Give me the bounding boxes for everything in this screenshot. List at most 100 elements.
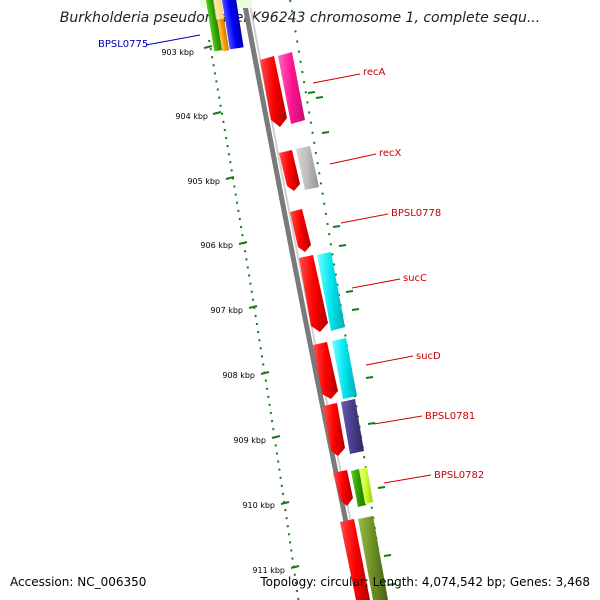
track-dot <box>313 141 316 145</box>
track-tick <box>365 376 374 379</box>
track-dot <box>227 152 231 156</box>
gene-label-succ[interactable]: sucC <box>403 273 427 284</box>
track-dot <box>210 55 214 59</box>
track-tick <box>345 290 354 293</box>
leader-bpsl0782 <box>383 474 432 484</box>
track-dot <box>294 30 297 33</box>
gene-block-sucd[interactable] <box>313 338 357 399</box>
leader-recx <box>329 153 377 165</box>
track-dot <box>295 40 299 43</box>
gene-block-recx[interactable] <box>279 146 319 191</box>
track-dot <box>314 151 318 155</box>
track-dot <box>297 50 301 53</box>
track-dot <box>220 112 224 116</box>
track-dot <box>316 161 319 165</box>
track-dot <box>324 212 328 216</box>
track-dot <box>269 411 273 415</box>
track-dot <box>222 120 225 124</box>
gene-block-succ[interactable] <box>299 252 345 332</box>
track-dot <box>301 70 304 74</box>
track-dot <box>251 298 255 302</box>
track-dot <box>290 9 294 13</box>
kbp-label-906: 906 kbp <box>200 241 233 250</box>
leader-sucd <box>365 355 414 366</box>
track-dot <box>254 314 257 318</box>
track-dot <box>288 541 292 544</box>
track-dot <box>250 290 253 293</box>
track-dot <box>230 169 233 172</box>
gene-label-bpsl0781[interactable]: BPSL0781 <box>425 411 475 422</box>
track-dot <box>226 144 229 148</box>
track-dot <box>362 455 366 459</box>
track-dot <box>278 468 281 471</box>
gene-label-bpsl0778[interactable]: BPSL0778 <box>391 208 441 219</box>
track-dot <box>270 419 274 423</box>
leader-reca <box>312 73 361 84</box>
leader-bpsl0775 <box>145 34 201 46</box>
track-dot <box>286 524 289 528</box>
track-dot <box>233 185 236 188</box>
gene-label-sucd[interactable]: sucD <box>416 351 441 362</box>
track-dot <box>237 209 240 213</box>
gene-block-reca[interactable] <box>260 52 305 127</box>
kbp-label-910: 910 kbp <box>242 501 275 510</box>
track-dot <box>332 263 336 266</box>
track-dot <box>306 101 309 104</box>
accession-text: Accession: NC_006350 <box>10 575 147 589</box>
track-dot <box>265 387 269 390</box>
gene-block-bottom[interactable] <box>340 516 388 600</box>
track-tick <box>307 91 316 94</box>
gene-block-bpsl0778[interactable] <box>290 209 311 252</box>
track-dot <box>299 60 302 64</box>
track-dot <box>309 121 313 124</box>
track-dot <box>259 347 262 350</box>
kbp-tick-907: 907 kbp <box>210 305 258 315</box>
track-dot <box>243 250 247 253</box>
track-dot <box>276 460 280 463</box>
kbp-label-904: 904 kbp <box>175 112 208 121</box>
track-tick <box>383 554 392 557</box>
track-dot <box>239 225 243 229</box>
track-tick <box>338 244 347 247</box>
track-dot <box>255 322 259 326</box>
track-dot <box>284 508 287 512</box>
track-dot <box>311 131 314 135</box>
track-dot <box>327 232 331 236</box>
track-dot <box>213 72 217 75</box>
track-dot <box>262 363 265 366</box>
track-dot <box>323 202 326 205</box>
track-dot <box>212 64 215 67</box>
track-dot <box>260 355 264 358</box>
track-dot <box>321 192 324 195</box>
track-dot <box>223 128 226 132</box>
track-dot <box>355 405 358 408</box>
gene-label-reca[interactable]: recA <box>363 67 386 78</box>
gene-label-bpsl0775[interactable]: BPSL0775 <box>98 39 148 50</box>
track-dot <box>294 581 298 585</box>
kbp-label-907: 907 kbp <box>210 306 243 315</box>
kbp-tick-909: 909 kbp <box>233 435 281 445</box>
track-dot <box>235 201 239 204</box>
track-dot <box>274 444 277 447</box>
kbp-label-905: 905 kbp <box>187 177 220 186</box>
track-dot <box>256 330 260 334</box>
track-dot <box>241 233 244 237</box>
track-dot <box>209 47 212 51</box>
track-tick <box>351 308 360 311</box>
gene-block-bpsl0781[interactable] <box>323 399 364 456</box>
track-dot <box>229 161 232 164</box>
gene-block-bpsl0775[interactable] <box>200 0 252 52</box>
map-title: Burkholderia pseudomallei K96243 chromos… <box>59 10 541 26</box>
gene-label-bpsl0782[interactable]: BPSL0782 <box>434 470 484 481</box>
track-dot <box>238 217 242 221</box>
leader-bpsl0778 <box>340 213 389 224</box>
gene-block-bpsl0782[interactable] <box>333 467 373 507</box>
track-dot <box>344 334 347 337</box>
gene-label-recx[interactable]: recX <box>379 148 402 159</box>
track-dot <box>370 506 374 510</box>
track-dot <box>334 273 337 276</box>
track-tick <box>367 422 376 425</box>
kbp-tick-911: 911 kbp <box>252 565 300 575</box>
track-dot <box>336 283 339 287</box>
